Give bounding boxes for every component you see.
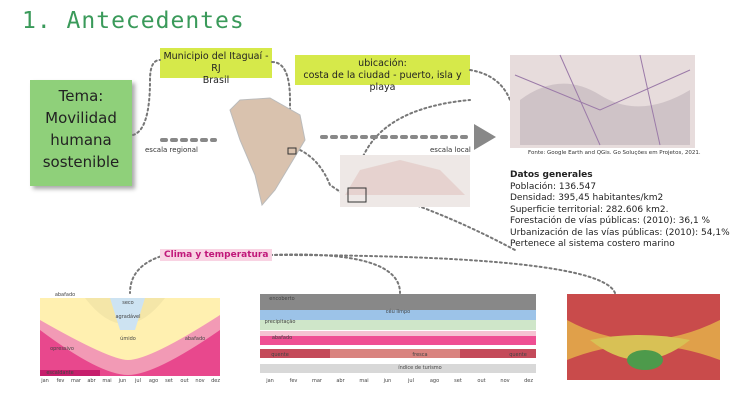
chart-label: abafado [55,292,75,298]
chart-humidity [40,298,220,376]
month-label: jun [118,378,127,384]
note-line: sostenible [42,153,120,171]
data-item: Forestación de vías públicas: (2010): 36… [510,216,711,226]
month-label: ago [149,378,158,384]
month-label: mai [102,378,111,384]
chart-label: abafado [185,336,205,342]
note-line: humana [50,131,112,149]
chart-label: precipitação [265,319,296,325]
chart-label: quente [271,352,289,358]
month-label: fev [57,378,65,384]
chart-label: quente [509,352,527,358]
data-item: Pertenece al sistema costero marino [510,239,675,249]
month-label: nov [195,378,204,384]
data-item: Superficie territorial: 282.606 km2. [510,204,669,215]
month-label: abr [336,378,345,384]
month-label: jul [134,378,141,384]
tag-line: Municipio del Itaguaí - RJ [163,51,269,74]
title: 1. Antecedentes [22,8,245,34]
data-item: Población: 136.547 [510,181,597,192]
chart-label: úmido [120,335,136,342]
map-highlight [287,147,297,155]
chart-label: céu limpo [386,308,410,315]
chart-label: fresca [412,352,427,358]
month-label: jul [407,378,414,384]
scale-label: escala local [430,146,471,154]
sticky-note: Tema: Movilidad humana sostenible [30,80,132,186]
chart-label: abafado [272,335,292,341]
month-label: fev [290,378,298,384]
scale-label: escala regional [145,146,198,154]
note-line: Movilidad [45,109,117,127]
month-label: dez [524,378,533,384]
tag-line: Brasil [202,75,230,86]
month-label: jan [265,378,274,384]
chart-label: opressivo [50,346,74,352]
south-america-map [229,97,306,207]
ubicacion-tag: ubicación: costa de la ciudad - puerto, … [295,55,470,93]
month-label: dez [211,378,220,384]
section-label: Clima y temperatura [160,249,273,261]
map-region [345,160,465,195]
chart-temperature [567,294,720,380]
chart-label: agradável [115,313,140,320]
source: Fonte: Google Earth and QGis. Go Soluçõe… [528,150,701,156]
month-label: out [180,378,188,384]
month-label: mar [312,378,323,384]
chart-label: índice de turismo [398,364,441,371]
month-label: nov [500,378,509,384]
map-roads [514,54,691,146]
chart-label: escaldante [46,370,73,376]
month-label: mai [359,378,368,384]
month-label: out [477,378,485,384]
month-label: set [165,378,173,384]
arrow-head [474,124,496,150]
data-block: Datos generales Población: 136.547 Densi… [510,170,730,251]
data-item: Densidad: 395,45 habitantes/km2 [510,193,664,203]
data-title: Datos generales [510,170,593,180]
chart-label: encoberto [269,296,294,302]
chart-clouds [260,294,536,373]
month-label: ago [430,378,439,384]
chart-label: seco [122,300,134,306]
map-land [520,83,690,145]
municipio-tag: Municipio del Itaguaí - RJ Brasil [160,48,272,86]
scale-arrows [160,135,472,142]
map-highlight [347,187,367,203]
note-line: Tema: [58,87,104,105]
data-item: Urbanización de las vías públicas: (2010… [510,227,730,238]
month-label: mar [71,378,82,384]
tag-line: costa de la ciudad - puerto, isla y play… [303,70,462,93]
month-label: set [454,378,462,384]
month-label: jun [383,378,392,384]
month-label: jan [40,378,49,384]
tag-line: ubicación: [358,58,407,69]
month-label: abr [87,378,96,384]
